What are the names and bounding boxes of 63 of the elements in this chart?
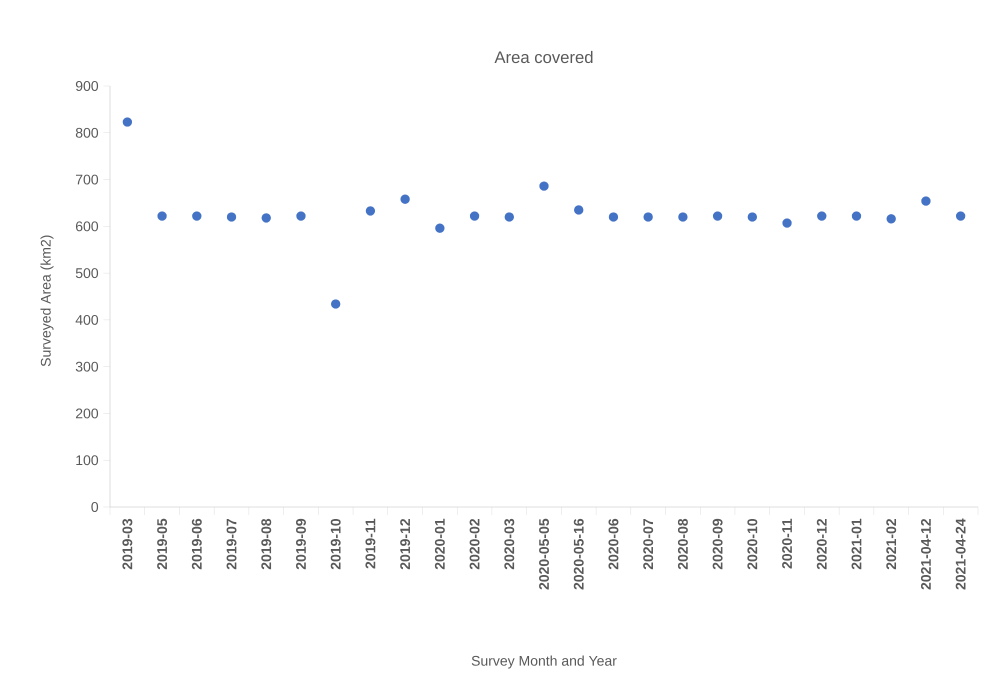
- x-tick-label: 2020-11: [782, 518, 792, 569]
- point: [712, 211, 722, 221]
- point: [886, 214, 896, 224]
- x-tick-label: 2020-06: [608, 518, 618, 570]
- x-tick-label: 2020-03: [504, 518, 514, 570]
- x-tick-label: 2019-11: [365, 518, 376, 569]
- point: [157, 211, 167, 221]
- y-tick-label: 200: [76, 408, 98, 418]
- point: [852, 211, 862, 221]
- y-tick-label: 900: [76, 81, 98, 91]
- y-tick-label: 600: [76, 221, 98, 232]
- chart-title: Area covered: [494, 50, 592, 64]
- x-tick-label: 2020-07: [643, 519, 654, 570]
- point: [608, 212, 618, 222]
- y-tick-label: 0: [91, 502, 98, 512]
- y-tick-label: 400: [76, 314, 98, 325]
- x-tick-label: 2019-10: [330, 518, 341, 570]
- y-tick-label: 800: [76, 128, 98, 138]
- point: [817, 211, 826, 221]
- x-tick-label: 2019-07: [226, 519, 236, 570]
- point: [226, 212, 236, 222]
- y-axis-title: Surveyed Area (km2): [40, 235, 54, 366]
- x-tick-label: 2020-09: [712, 518, 723, 570]
- x-tick-label: 2019-08: [261, 518, 272, 570]
- y-tick-label: 300: [76, 362, 98, 372]
- point: [748, 212, 757, 222]
- point: [504, 212, 514, 222]
- x-tick-label: 2020-08: [678, 518, 688, 570]
- point: [366, 206, 376, 216]
- point: [470, 211, 480, 221]
- point: [678, 212, 688, 222]
- point: [643, 212, 653, 222]
- point: [262, 213, 271, 223]
- point: [956, 211, 966, 221]
- point: [296, 211, 306, 221]
- x-tick-label: 2021-04-12: [920, 518, 931, 590]
- x-tick-label: 2021-04-24: [956, 518, 966, 590]
- point: [782, 218, 792, 228]
- point: [122, 117, 132, 127]
- point: [921, 196, 931, 206]
- x-tick-label: 2019-12: [400, 518, 410, 570]
- x-tick-label: 2020-10: [747, 518, 758, 570]
- x-tick-label: 2020-02: [470, 518, 480, 570]
- point: [400, 194, 410, 204]
- y-tick-label: 500: [76, 268, 98, 278]
- y-tick-label: 700: [76, 174, 98, 185]
- point: [192, 211, 202, 221]
- point: [539, 181, 549, 191]
- x-tick-label: 2020-01: [434, 518, 445, 570]
- x-tick-label: 2020-05-16: [574, 518, 584, 590]
- x-tick-label: 2019-06: [192, 518, 202, 570]
- x-tick-label: 2019-03: [122, 518, 132, 570]
- x-tick-label: 2021-02: [886, 518, 896, 570]
- x-tick-label: 2019-09: [296, 518, 306, 570]
- x-tick-label: 2020-12: [816, 518, 827, 570]
- x-tick-label: 2020-05-05: [539, 518, 549, 590]
- x-tick-label: 2019-05: [157, 518, 168, 570]
- point: [331, 299, 340, 309]
- y-tick-label: 100: [76, 455, 98, 466]
- x-tick-label: 2021-01: [852, 518, 862, 570]
- point: [574, 205, 584, 215]
- point: [435, 224, 445, 233]
- x-axis-title: Survey Month and Year: [472, 655, 617, 669]
